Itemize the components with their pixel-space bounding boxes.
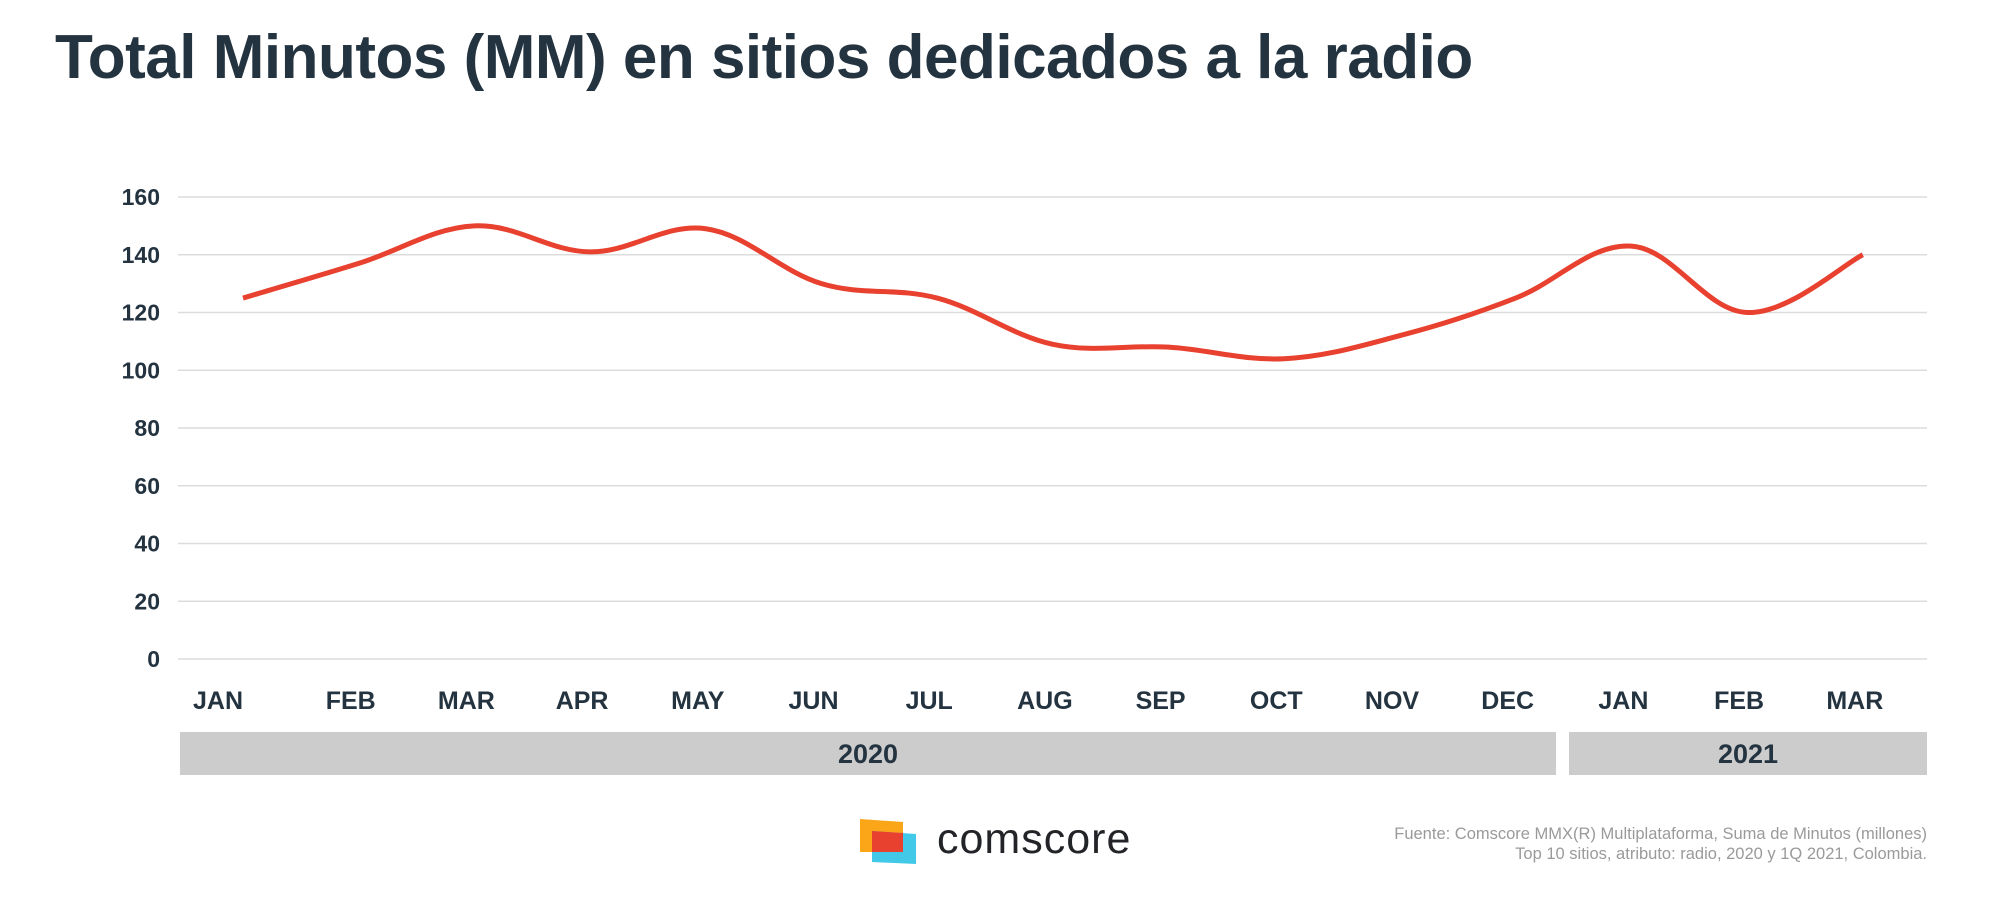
source-note: Fuente: Comscore MMX(R) Multiplataforma,… xyxy=(1394,824,1927,864)
comscore-logo-icon xyxy=(860,819,916,864)
y-axis-ticks: 0 20 40 60 80 100 120 140 160 xyxy=(122,184,160,672)
year-band-label: 2021 xyxy=(1718,739,1778,769)
x-tick-label: SEP xyxy=(1136,687,1186,715)
year-band xyxy=(1569,732,1927,775)
y-tick-label: 80 xyxy=(134,415,160,441)
x-tick-label: OCT xyxy=(1250,687,1303,715)
chart-title: Total Minutos (MM) en sitios dedicados a… xyxy=(55,23,1473,92)
y-tick-label: 100 xyxy=(122,357,160,383)
x-tick-label: NOV xyxy=(1365,687,1420,715)
y-tick-label: 160 xyxy=(122,184,160,210)
y-tick-label: 40 xyxy=(134,531,160,557)
x-tick-label: JAN xyxy=(1598,687,1648,715)
x-tick-label: FEB xyxy=(1714,687,1764,715)
x-tick-label: MAR xyxy=(1826,687,1883,715)
y-tick-label: 140 xyxy=(122,242,160,268)
year-band-label: 2020 xyxy=(838,739,898,769)
y-tick-label: 20 xyxy=(134,588,160,614)
x-tick-label: DEC xyxy=(1481,687,1534,715)
source-line-2: Top 10 sitios, atributo: radio, 2020 y 1… xyxy=(1515,845,1927,863)
x-tick-label: JUN xyxy=(788,687,838,715)
source-line-1: Fuente: Comscore MMX(R) Multiplataforma,… xyxy=(1394,825,1927,843)
series xyxy=(242,223,1864,362)
x-axis-ticks: JAN FEB MAR APR MAY JUN JUL AUG SEP OCT NOV DEC JAN F… xyxy=(193,687,1883,715)
y-tick-label: 0 xyxy=(147,646,160,672)
y-tick-label: 60 xyxy=(134,473,160,499)
series-line xyxy=(242,223,1864,362)
x-tick-label: MAR xyxy=(438,687,495,715)
x-tick-label: AUG xyxy=(1017,687,1073,715)
x-tick-label: JUL xyxy=(906,687,953,715)
year-bands: 2020 2021 xyxy=(180,732,1927,775)
y-tick-label: 120 xyxy=(122,300,160,326)
x-tick-label: FEB xyxy=(326,687,376,715)
x-tick-label: JAN xyxy=(193,687,243,715)
brand-name: comscore xyxy=(937,815,1132,863)
year-band xyxy=(180,732,1556,775)
x-tick-label: MAY xyxy=(671,687,725,715)
x-tick-label: APR xyxy=(556,687,609,715)
gridlines xyxy=(178,196,1927,660)
